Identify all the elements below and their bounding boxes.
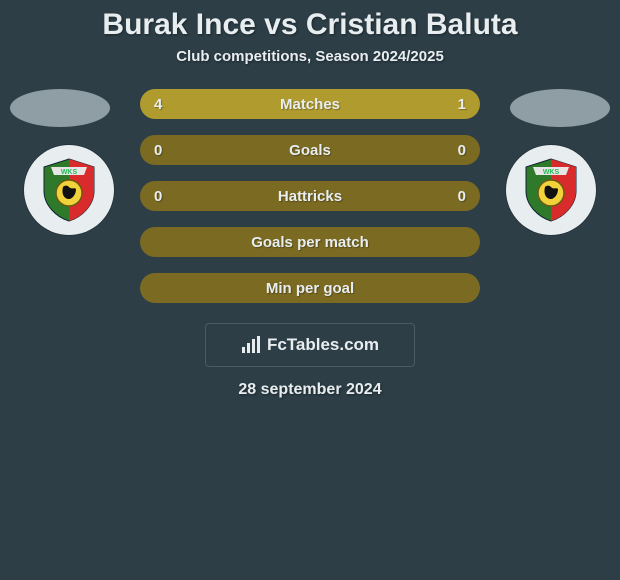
club-badge-left: WKS: [24, 145, 114, 235]
stat-fill-left: [140, 89, 412, 119]
stat-label: Goals: [289, 142, 331, 159]
shield-icon: WKS: [36, 157, 102, 223]
player-ellipse-left: [10, 89, 110, 127]
stat-bars: 4 Matches 1 0 Goals 0 0 Hattricks 0 Goal…: [140, 89, 480, 303]
date-text: 28 september 2024: [0, 381, 620, 399]
brand-box: FcTables.com: [205, 323, 415, 367]
stat-value-right: 1: [458, 96, 466, 113]
bars-icon: [241, 336, 263, 354]
comparison-panel: WKS WKS 4 Matches 1 0 Goals 0: [0, 89, 620, 399]
stat-row: 0 Hattricks 0: [140, 181, 480, 211]
badge-abbr-left: WKS: [61, 169, 78, 176]
page-title: Burak Ince vs Cristian Baluta: [0, 0, 620, 42]
stat-row: 4 Matches 1: [140, 89, 480, 119]
subtitle: Club competitions, Season 2024/2025: [0, 48, 620, 65]
shield-icon: WKS: [518, 157, 584, 223]
player-ellipse-right: [510, 89, 610, 127]
club-badge-right: WKS: [506, 145, 596, 235]
stat-value-right: 0: [458, 188, 466, 205]
stat-row: 0 Goals 0: [140, 135, 480, 165]
stat-value-left: 0: [154, 142, 162, 159]
stat-value-left: 0: [154, 188, 162, 205]
stat-value-right: 0: [458, 142, 466, 159]
stat-label: Matches: [280, 96, 340, 113]
stat-row: Min per goal: [140, 273, 480, 303]
stat-value-left: 4: [154, 96, 162, 113]
brand-text: FcTables.com: [267, 335, 379, 355]
stat-row: Goals per match: [140, 227, 480, 257]
stat-label: Hattricks: [278, 188, 342, 205]
stat-label: Min per goal: [266, 280, 354, 297]
stat-label: Goals per match: [251, 234, 369, 251]
stat-fill-right: [412, 89, 480, 119]
badge-abbr-right: WKS: [543, 169, 560, 176]
